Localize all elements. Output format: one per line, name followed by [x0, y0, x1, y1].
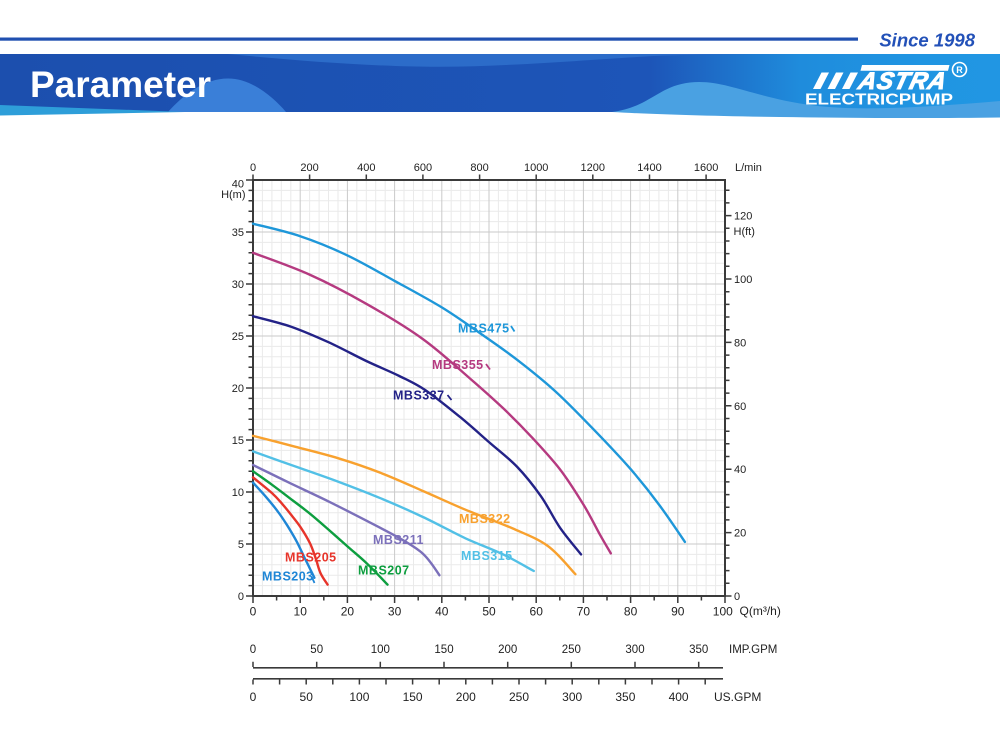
- svg-text:800: 800: [470, 162, 488, 174]
- svg-text:1600: 1600: [694, 162, 718, 174]
- svg-text:20: 20: [341, 605, 355, 619]
- svg-text:50: 50: [310, 644, 323, 656]
- svg-text:70: 70: [577, 605, 591, 619]
- svg-text:Q(m³/h): Q(m³/h): [740, 604, 781, 618]
- svg-text:300: 300: [562, 690, 582, 704]
- svg-text:200: 200: [456, 690, 476, 704]
- svg-text:35: 35: [232, 227, 244, 239]
- svg-text:400: 400: [669, 690, 689, 704]
- svg-text:50: 50: [300, 690, 314, 704]
- svg-text:250: 250: [509, 690, 529, 704]
- svg-text:R: R: [956, 65, 963, 75]
- svg-text:100: 100: [349, 690, 369, 704]
- svg-text:150: 150: [403, 690, 423, 704]
- svg-text:0: 0: [238, 591, 244, 603]
- svg-text:MBS203: MBS203: [262, 570, 314, 584]
- svg-text:40: 40: [734, 464, 746, 476]
- svg-text:L/min: L/min: [735, 162, 762, 174]
- svg-text:MBS207: MBS207: [358, 564, 410, 578]
- svg-text:100: 100: [371, 644, 390, 656]
- svg-text:120: 120: [734, 211, 752, 223]
- svg-text:300: 300: [625, 644, 644, 656]
- svg-text:200: 200: [300, 162, 318, 174]
- svg-text:MBS322: MBS322: [459, 512, 511, 526]
- svg-text:MBS475: MBS475: [458, 322, 510, 336]
- svg-text:90: 90: [671, 605, 685, 619]
- svg-text:400: 400: [357, 162, 375, 174]
- svg-text:ASTRA: ASTRA: [855, 68, 950, 95]
- svg-text:1200: 1200: [581, 162, 605, 174]
- svg-text:30: 30: [232, 279, 244, 291]
- svg-text:60: 60: [734, 401, 746, 413]
- svg-text:60: 60: [530, 605, 544, 619]
- svg-text:25: 25: [232, 331, 244, 343]
- svg-text:H(ft): H(ft): [734, 226, 755, 238]
- svg-text:IMP.GPM: IMP.GPM: [729, 644, 777, 656]
- svg-text:Parameter: Parameter: [30, 64, 211, 105]
- svg-text:40: 40: [435, 605, 449, 619]
- svg-text:100: 100: [713, 605, 733, 619]
- svg-text:10: 10: [294, 605, 308, 619]
- svg-text:150: 150: [434, 644, 453, 656]
- svg-text:200: 200: [498, 644, 517, 656]
- svg-text:600: 600: [414, 162, 432, 174]
- svg-text:ELECTRICPUMP: ELECTRICPUMP: [805, 92, 953, 109]
- svg-text:1000: 1000: [524, 162, 548, 174]
- svg-text:MBS315: MBS315: [461, 549, 513, 563]
- svg-text:MBS337: MBS337: [393, 389, 445, 403]
- svg-text:80: 80: [734, 337, 746, 349]
- svg-text:0: 0: [250, 162, 256, 174]
- svg-text:MBS205: MBS205: [285, 551, 337, 565]
- svg-text:30: 30: [388, 605, 402, 619]
- svg-text:Since 1998: Since 1998: [879, 30, 975, 51]
- svg-text:MBS355: MBS355: [432, 358, 484, 372]
- svg-text:0: 0: [250, 690, 257, 704]
- svg-text:80: 80: [624, 605, 638, 619]
- svg-text:100: 100: [734, 274, 752, 286]
- svg-text:50: 50: [482, 605, 496, 619]
- svg-text:350: 350: [615, 690, 635, 704]
- svg-text:1400: 1400: [637, 162, 661, 174]
- svg-text:0: 0: [250, 605, 257, 619]
- svg-text:US.GPM: US.GPM: [714, 690, 761, 704]
- svg-text:250: 250: [562, 644, 581, 656]
- svg-text:350: 350: [689, 644, 708, 656]
- svg-text:40: 40: [232, 179, 244, 191]
- svg-text:5: 5: [238, 539, 244, 551]
- svg-text:20: 20: [232, 383, 244, 395]
- svg-text:15: 15: [232, 435, 244, 447]
- svg-text:20: 20: [734, 528, 746, 540]
- svg-text:H(m): H(m): [221, 189, 245, 201]
- svg-text:0: 0: [250, 644, 256, 656]
- svg-text:10: 10: [232, 487, 244, 499]
- svg-text:MBS211: MBS211: [373, 533, 424, 547]
- svg-text:0: 0: [734, 591, 740, 603]
